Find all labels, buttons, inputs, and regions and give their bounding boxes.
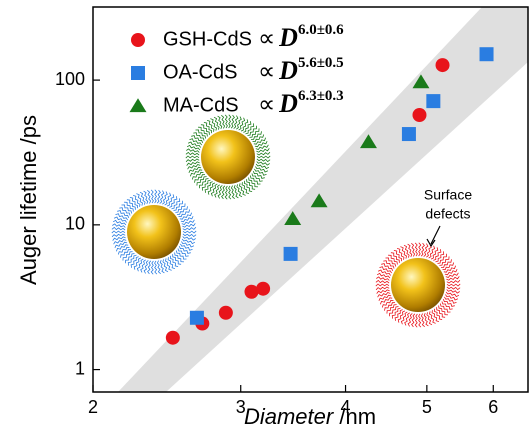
- ligand: [229, 115, 231, 128]
- point: [256, 282, 270, 296]
- ligand: [155, 261, 157, 274]
- x-tick-label: 2: [88, 397, 98, 417]
- legend-marker: [130, 98, 147, 112]
- ligand: [225, 115, 227, 128]
- ligand: [112, 227, 125, 230]
- ligand: [421, 243, 424, 256]
- point: [426, 94, 440, 108]
- legend-formula: ∝D6.3±0.3: [258, 88, 344, 118]
- legend-label: MA-CdS: [163, 94, 239, 116]
- ligand: [231, 115, 234, 128]
- legend-formula: ∝D5.6±0.5: [258, 55, 344, 85]
- x-tick-label: 6: [488, 397, 498, 417]
- y-tick-label: 100: [55, 69, 85, 89]
- legend-marker: [131, 66, 145, 80]
- ligand: [415, 314, 417, 327]
- variable: D: [278, 56, 298, 85]
- y-tick-label: 1: [75, 358, 85, 378]
- ligand: [415, 243, 417, 256]
- ligand: [229, 186, 231, 199]
- y-tick-label: 10: [65, 214, 85, 234]
- ligand: [155, 190, 157, 203]
- ligand: [225, 186, 227, 199]
- point: [284, 247, 298, 261]
- annotation: Surface: [424, 187, 472, 203]
- x-tick-label: 5: [422, 397, 432, 417]
- nanoparticle: [391, 258, 445, 312]
- ligand: [424, 313, 428, 326]
- x-tick-label: 3: [236, 397, 246, 417]
- ligand: [376, 280, 389, 283]
- point: [190, 311, 204, 325]
- point: [436, 58, 450, 72]
- proportional-symbol: ∝: [258, 59, 275, 85]
- point: [412, 108, 426, 122]
- ligand: [112, 231, 125, 233]
- ligand: [222, 186, 225, 199]
- ligand: [412, 314, 415, 327]
- chart: Surface defects Auger lifetime /ps Diame…: [0, 0, 529, 433]
- legend-marker: [131, 33, 145, 47]
- proportional-symbol: ∝: [258, 92, 275, 118]
- ligand: [408, 244, 412, 257]
- ligand: [257, 156, 270, 158]
- x-axis-title-var: Diameter: [244, 404, 335, 429]
- ligand: [419, 314, 421, 327]
- variable: D: [278, 23, 298, 52]
- ligand: [157, 190, 160, 203]
- ligand: [144, 191, 148, 204]
- proportional-symbol: ∝: [258, 26, 275, 52]
- nanoparticle: [127, 205, 181, 259]
- ligand: [218, 116, 222, 129]
- annotation-arrow: [427, 239, 435, 246]
- x-tick-label: 4: [341, 397, 351, 417]
- ligand: [151, 261, 153, 274]
- ligand: [186, 156, 199, 158]
- page: {"chart_data": { "type": "scatter", "xla…: [0, 0, 529, 433]
- exponent: 6.3±0.3: [298, 88, 344, 104]
- ligand: [447, 284, 460, 286]
- y-axis-title: Auger lifetime /ps: [16, 115, 41, 285]
- ligand: [419, 243, 421, 256]
- variable: D: [278, 89, 298, 118]
- legend-label: OA-CdS: [163, 61, 237, 83]
- ligand: [151, 190, 153, 203]
- ligand: [160, 260, 164, 273]
- ligand: [257, 159, 270, 162]
- annotation-arrow: [431, 226, 440, 244]
- ligand: [234, 185, 238, 198]
- ligand: [183, 234, 196, 237]
- nanoparticle: [201, 130, 255, 184]
- legend-label: GSH-CdS: [163, 28, 252, 50]
- legend-formula: ∝D6.0±0.6: [258, 22, 344, 52]
- exponent: 5.6±0.5: [298, 55, 344, 71]
- annotation: defects: [425, 206, 470, 222]
- ligand: [186, 152, 199, 155]
- point: [219, 306, 233, 320]
- ligand: [183, 231, 196, 233]
- x-axis-title: Diameter /nm: [244, 404, 376, 429]
- ligand: [447, 287, 460, 290]
- point: [166, 331, 180, 345]
- point: [402, 127, 416, 141]
- exponent: 6.0±0.6: [298, 22, 344, 38]
- ligand: [148, 261, 151, 274]
- point: [480, 47, 494, 61]
- ligand: [376, 284, 389, 286]
